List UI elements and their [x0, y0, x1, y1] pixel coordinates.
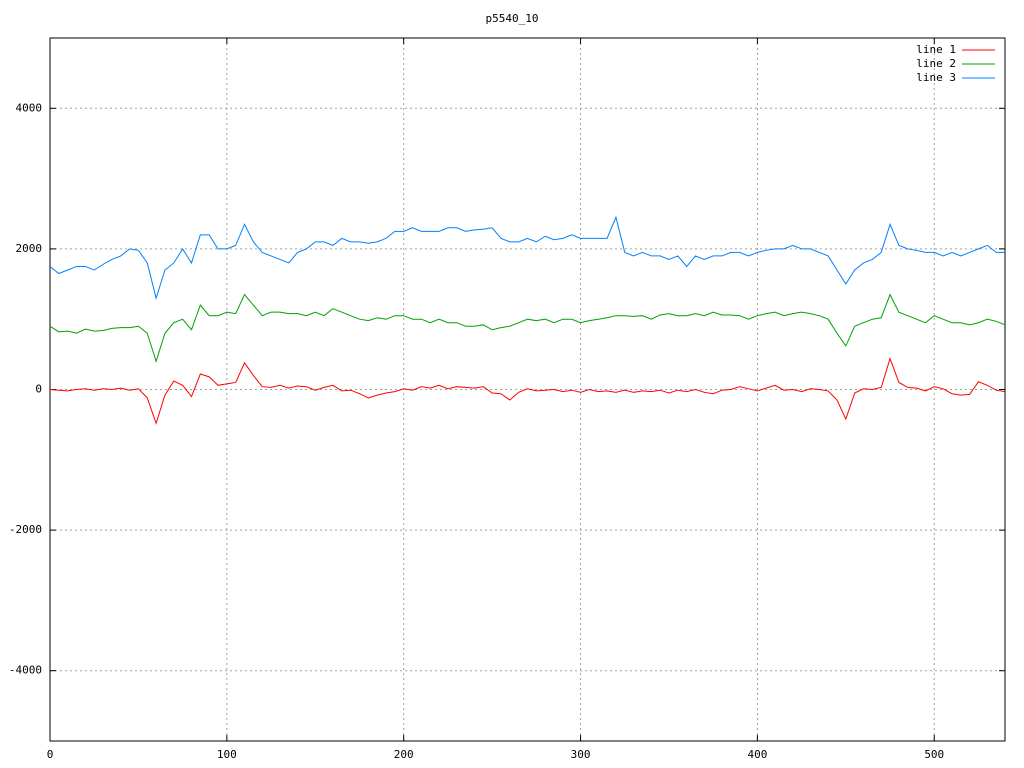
- y-tick-label: 2000: [16, 242, 43, 255]
- x-tick-label: 200: [394, 748, 414, 761]
- legend-label: line 1: [916, 43, 956, 56]
- x-tick-label: 100: [217, 748, 237, 761]
- y-tick-label: 0: [35, 383, 42, 396]
- series-line: [49, 215, 1005, 300]
- x-tick-label: 500: [924, 748, 944, 761]
- x-tick-label: 400: [747, 748, 767, 761]
- x-tick-label: 300: [571, 748, 591, 761]
- series-line: [49, 293, 1006, 364]
- legend-label: line 2: [916, 57, 956, 70]
- y-tick-label: -2000: [9, 523, 42, 536]
- chart-title: p5540_10: [486, 12, 539, 25]
- y-tick-label: -4000: [9, 664, 42, 677]
- legend-label: line 3: [916, 71, 956, 84]
- y-tick-label: 4000: [16, 101, 43, 114]
- x-tick-label: 0: [47, 748, 54, 761]
- series-line: [49, 357, 1006, 425]
